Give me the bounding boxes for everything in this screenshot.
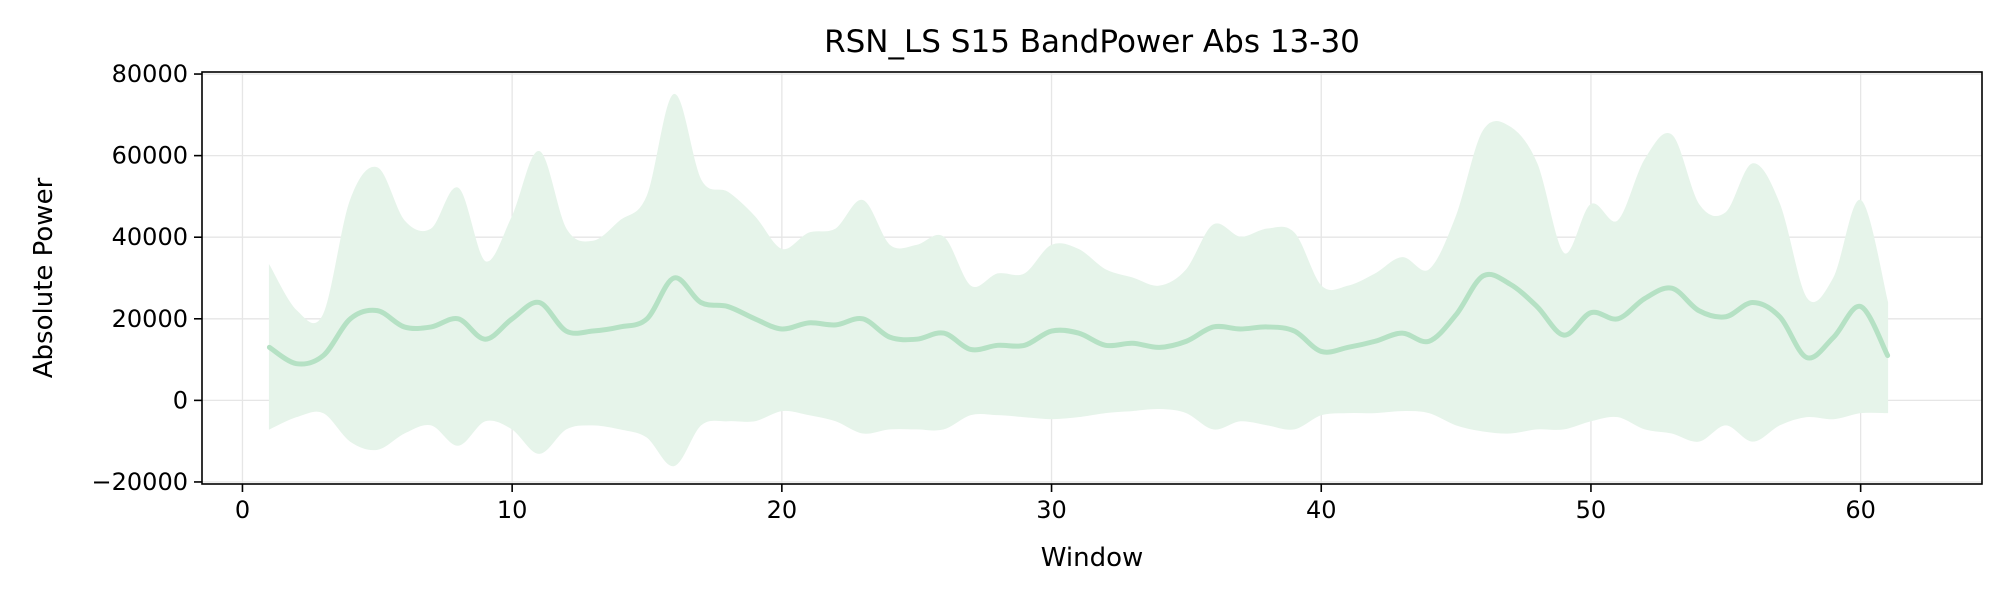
y-tick-label: 40000 [112,223,188,251]
band-layer [268,93,1889,467]
confidence-band [268,93,1889,467]
x-tick-label: 20 [767,496,798,524]
y-axis-ticks: −20000 0 20000 40000 60000 80000 [92,60,202,496]
y-axis-label: Absolute Power [29,177,59,378]
x-tick-label: 40 [1306,496,1337,524]
x-tick-label: 60 [1845,496,1876,524]
x-tick-label: 10 [497,496,528,524]
y-tick-label: 0 [173,386,188,414]
x-tick-label: 30 [1036,496,1067,524]
line-layer [266,271,1891,367]
x-tick-label: 0 [235,496,250,524]
y-tick-label: 20000 [112,305,188,333]
plot-frame [201,71,1983,485]
chart-title: RSN_LS S15 BandPower Abs 13-30 [824,24,1360,60]
x-tick-label: 50 [1576,496,1607,524]
x-axis-label: Window [1041,543,1144,573]
y-tick-label: 60000 [112,142,188,170]
y-tick-label: −20000 [92,468,188,496]
y-tick-label: 80000 [112,60,188,88]
x-axis-ticks: 0 10 20 30 40 50 60 [235,484,1876,524]
mean-series-line [266,271,1891,367]
